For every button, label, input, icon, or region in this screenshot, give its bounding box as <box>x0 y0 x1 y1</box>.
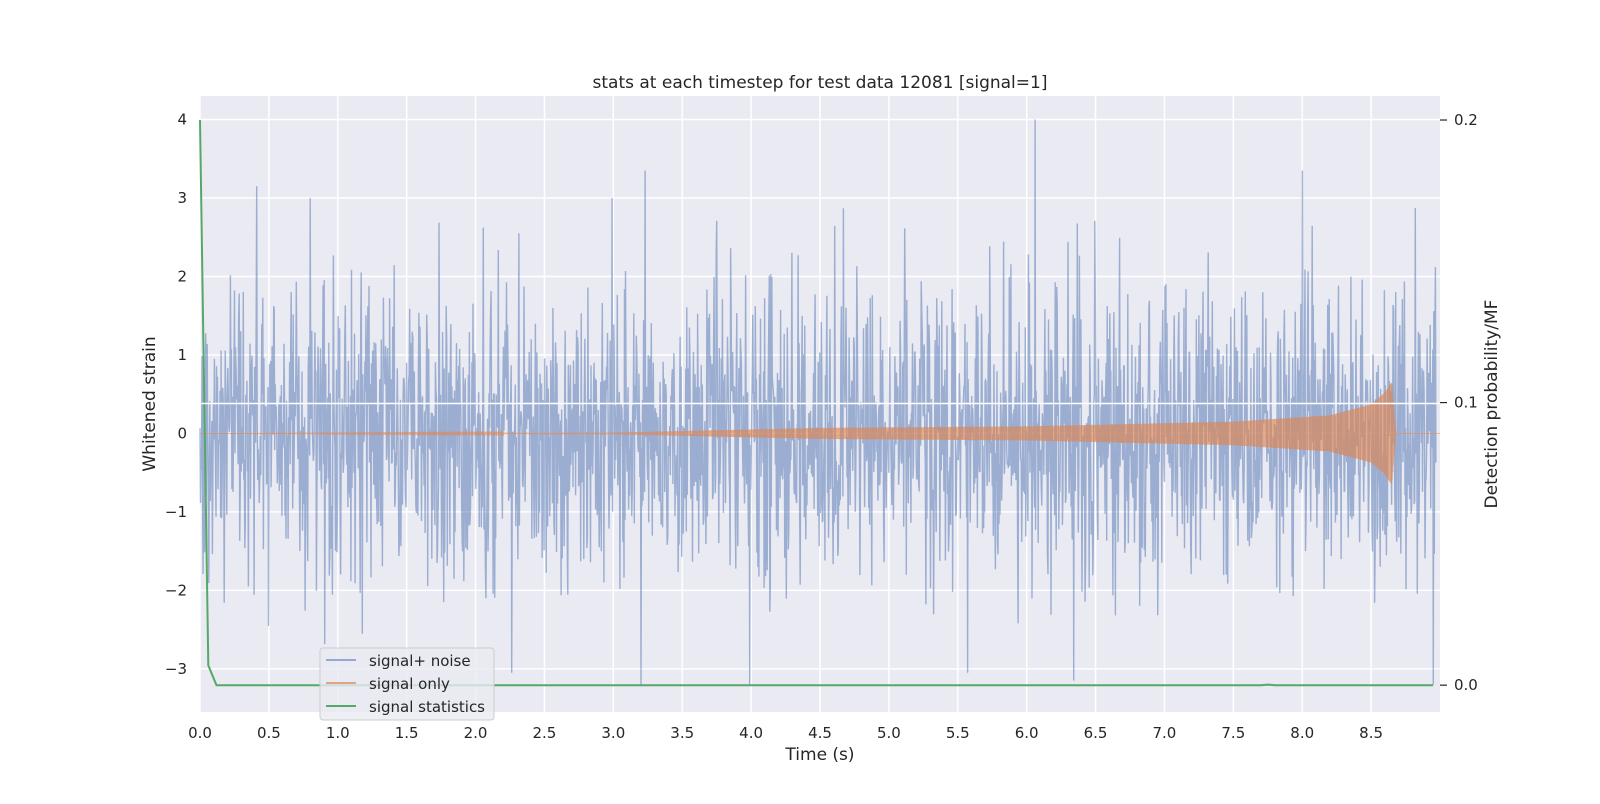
x-tick-label: 7.0 <box>1153 724 1177 742</box>
x-tick-label: 6.0 <box>1015 724 1039 742</box>
x-tick-label: 3.5 <box>670 724 694 742</box>
y-tick-label: 4 <box>177 111 187 129</box>
x-tick-label: 1.0 <box>326 724 350 742</box>
series-signal-statistics <box>199 119 1434 687</box>
x-tick-label: 6.5 <box>1084 724 1108 742</box>
x-axis-label: Time (s) <box>784 745 854 765</box>
legend-label-signal-only: signal only <box>369 675 450 693</box>
y-tick-label: 0 <box>177 424 187 442</box>
x-tick-label: 8.5 <box>1359 724 1383 742</box>
signal-statistics-line <box>199 119 1434 687</box>
legend-label-signal-noise: signal+ noise <box>369 652 471 670</box>
x-tick-label: 2.0 <box>464 724 488 742</box>
y-tick-label: 2 <box>177 267 187 285</box>
legend: signal+ noise signal only signal statist… <box>319 647 495 721</box>
x-axis-ticks: 0.0 0.5 1.0 1.5 2.0 2.5 3.0 3.5 4.0 4.5 5.0 5.5 6.0 6… <box>188 724 1383 742</box>
right-tick-label: 0.1 <box>1454 394 1478 412</box>
series-signal-only <box>200 383 1440 485</box>
x-tick-label: 5.5 <box>946 724 970 742</box>
y-tick-label: −1 <box>165 503 187 521</box>
x-tick-label: 0.5 <box>257 724 281 742</box>
signal-only-line <box>200 383 1440 485</box>
x-tick-label: 4.5 <box>808 724 832 742</box>
chart-title: stats at each timestep for test data 120… <box>593 73 1048 93</box>
y-axis-ticks: −3 −2 −1 0 1 2 3 4 <box>165 111 187 678</box>
right-tick-label: 0.2 <box>1454 111 1478 129</box>
x-tick-label: 7.5 <box>1221 724 1245 742</box>
right-axis-ticks: 0.0 0.1 0.2 <box>1440 111 1478 694</box>
x-tick-label: 4.0 <box>739 724 763 742</box>
x-tick-label: 1.5 <box>395 724 419 742</box>
y-axis-label: Whitened strain <box>140 336 160 471</box>
legend-label-signal-statistics: signal statistics <box>369 698 485 716</box>
x-tick-label: 5.0 <box>877 724 901 742</box>
x-tick-label: 2.5 <box>533 724 557 742</box>
x-tick-label: 8.0 <box>1290 724 1314 742</box>
y-tick-label: 3 <box>177 189 187 207</box>
legend-box <box>319 647 495 721</box>
x-tick-label: 0.0 <box>188 724 212 742</box>
right-tick-label: 0.0 <box>1454 676 1478 694</box>
y-tick-label: −2 <box>165 581 187 599</box>
y-tick-label: 1 <box>177 346 187 364</box>
x-tick-label: 3.0 <box>601 724 625 742</box>
right-axis-label: Detection probability/MF <box>1482 300 1502 509</box>
y-tick-label: −3 <box>165 660 187 678</box>
